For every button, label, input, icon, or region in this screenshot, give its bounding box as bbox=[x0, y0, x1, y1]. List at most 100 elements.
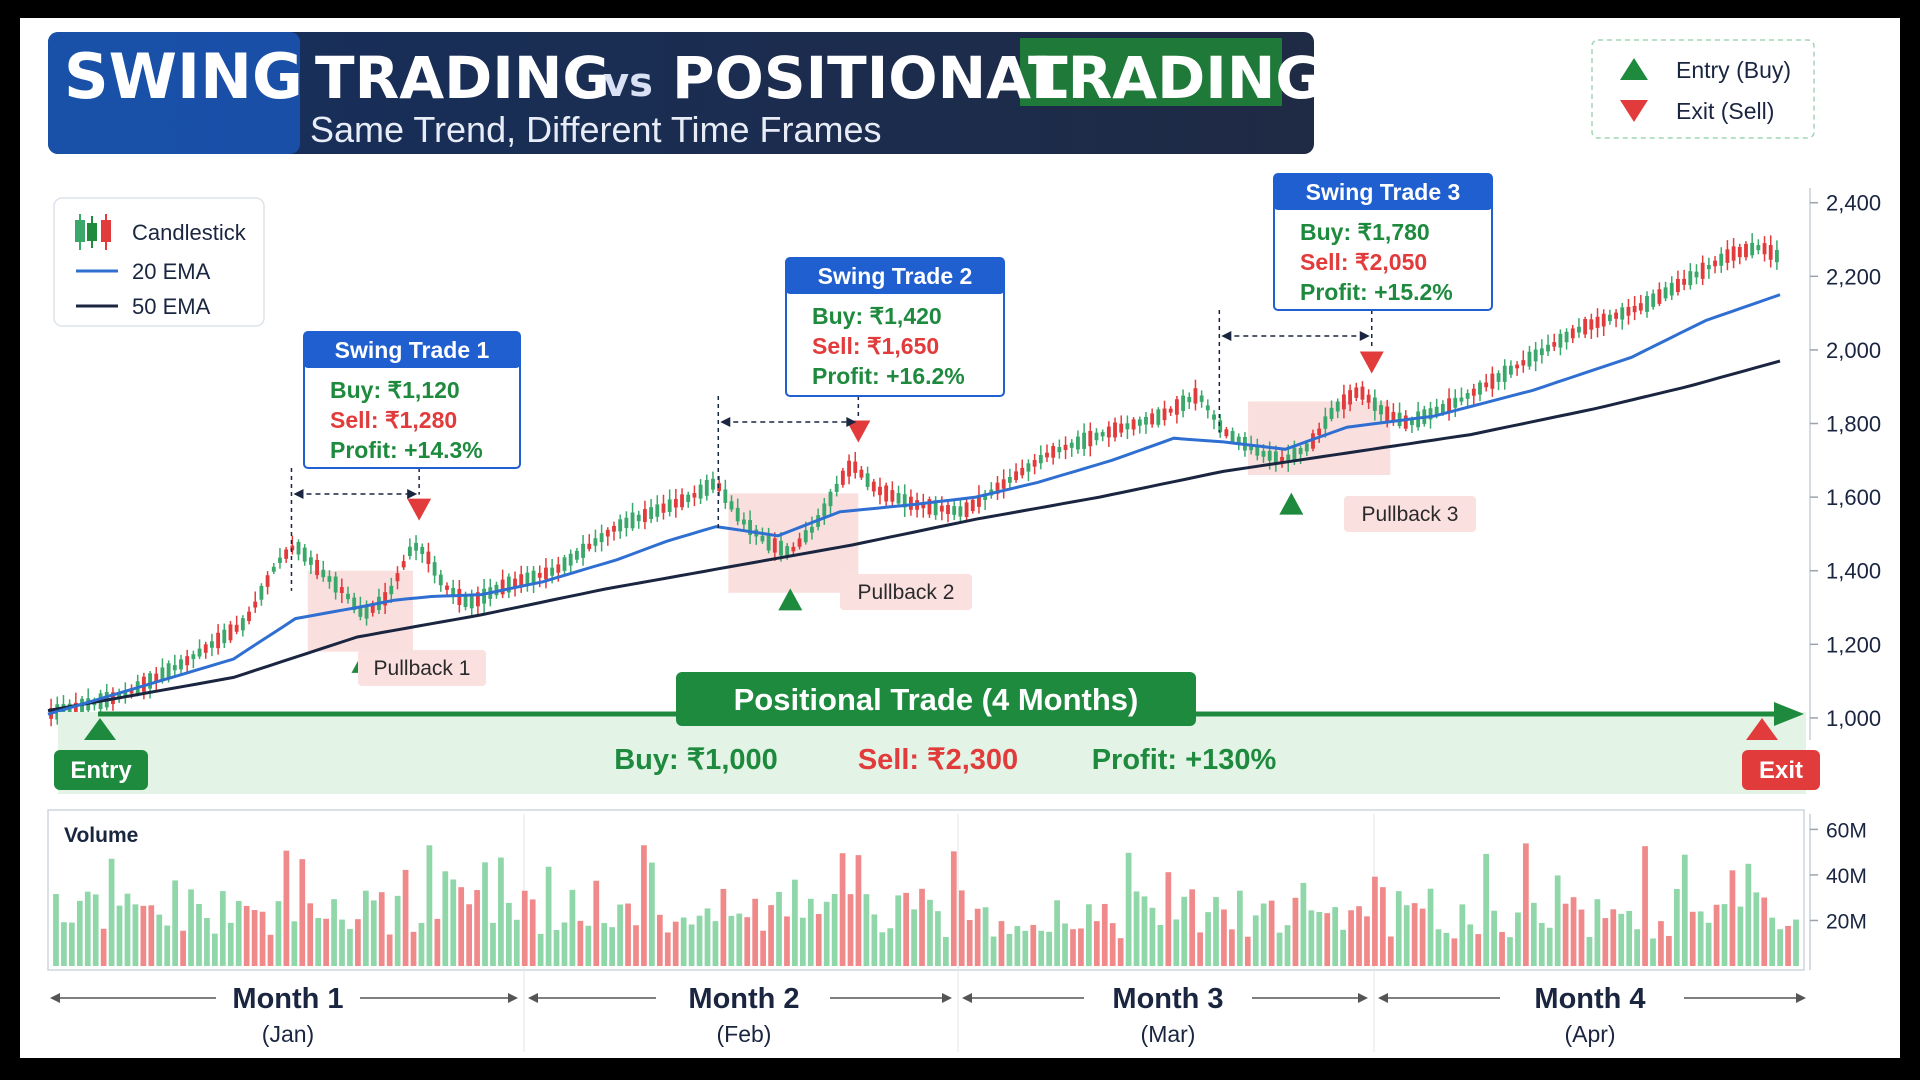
candle bbox=[908, 489, 913, 516]
volume-bar bbox=[1086, 904, 1092, 966]
volume-bar bbox=[1213, 897, 1219, 966]
candle bbox=[853, 451, 858, 479]
volume-bar bbox=[855, 855, 862, 966]
candle bbox=[210, 633, 214, 657]
bracket-arrow-left bbox=[293, 489, 304, 499]
volume-bar bbox=[1197, 932, 1203, 966]
title-positional: POSITIONAL bbox=[672, 44, 1068, 112]
volume-bar bbox=[958, 890, 965, 966]
volume-bar bbox=[1062, 923, 1068, 966]
volume-bar bbox=[1236, 890, 1243, 966]
volume-bar bbox=[1594, 899, 1601, 966]
ema50-line bbox=[47, 359, 1781, 713]
volume-bar bbox=[1427, 888, 1434, 966]
volume-bar bbox=[537, 933, 544, 966]
volume-bar bbox=[132, 904, 139, 966]
title-banner: SWING TRADING vs POSITIONAL TRADING Same… bbox=[48, 32, 1323, 154]
chart-frame: SWING TRADING vs POSITIONAL TRADING Same… bbox=[20, 18, 1900, 1058]
volume-bar bbox=[1666, 935, 1672, 966]
volume-bar bbox=[299, 859, 306, 966]
candle bbox=[1317, 422, 1322, 443]
ema20-line bbox=[47, 293, 1781, 716]
volume-bars bbox=[53, 843, 1799, 966]
volume-bar bbox=[831, 893, 838, 966]
candle bbox=[1564, 328, 1569, 350]
candle bbox=[383, 582, 388, 615]
candle bbox=[958, 500, 963, 522]
volume-bar bbox=[1769, 917, 1776, 966]
month-2-sub: (Feb) bbox=[717, 1021, 772, 1047]
candle bbox=[1032, 453, 1037, 475]
candle bbox=[692, 485, 697, 507]
candle bbox=[1774, 240, 1779, 270]
volume-bar bbox=[625, 903, 631, 966]
candle bbox=[970, 496, 975, 514]
volume-bar bbox=[1475, 934, 1482, 966]
candle bbox=[451, 579, 456, 604]
candle bbox=[1570, 324, 1575, 344]
volume-bar bbox=[1284, 925, 1291, 966]
volume-bar bbox=[1332, 907, 1339, 966]
volume-bar bbox=[458, 887, 465, 966]
candle bbox=[420, 543, 425, 563]
candle bbox=[760, 527, 765, 544]
volume-bar bbox=[1117, 938, 1124, 966]
volume-bar bbox=[569, 889, 576, 966]
volume-bar bbox=[1562, 903, 1569, 966]
volume-bar bbox=[1443, 932, 1450, 966]
volume-bar bbox=[482, 862, 488, 966]
swing-trade-3-title: Swing Trade 3 bbox=[1306, 179, 1461, 205]
volume-bar bbox=[998, 921, 1005, 966]
volume-bar bbox=[474, 890, 480, 966]
bracket-arrow-right bbox=[1359, 331, 1370, 341]
swing-entry-marker bbox=[778, 588, 803, 611]
volume-bar bbox=[847, 894, 854, 966]
candle bbox=[902, 484, 907, 518]
month-3-name: Month 3 bbox=[1112, 983, 1223, 1015]
candle bbox=[673, 488, 678, 518]
candle bbox=[1156, 407, 1161, 428]
volume-bar bbox=[506, 902, 512, 966]
exit-legend-label: Exit (Sell) bbox=[1676, 98, 1774, 124]
volume-bar bbox=[1157, 925, 1164, 966]
volume-bar bbox=[1745, 863, 1752, 966]
volume-bar bbox=[180, 930, 186, 966]
candle bbox=[1663, 281, 1668, 302]
pullback-2-text: Pullback 2 bbox=[858, 581, 955, 604]
candle bbox=[290, 535, 295, 555]
volume-bar bbox=[1689, 911, 1696, 966]
candle bbox=[259, 583, 264, 606]
volume-bar bbox=[339, 919, 345, 966]
volume-bar bbox=[887, 928, 894, 966]
volume-bar bbox=[744, 917, 751, 966]
volume-bar bbox=[561, 922, 568, 966]
volume-bar bbox=[76, 900, 83, 966]
volume-bar bbox=[609, 927, 616, 966]
volume-bar bbox=[1022, 930, 1029, 966]
volume-bar bbox=[1610, 909, 1617, 966]
volume-bar bbox=[1093, 921, 1100, 966]
candle bbox=[197, 639, 202, 660]
candle bbox=[407, 538, 412, 560]
volume-bar bbox=[879, 932, 886, 966]
candle bbox=[618, 514, 623, 539]
bracket-arrow-right bbox=[846, 417, 857, 427]
candle bbox=[1224, 426, 1229, 439]
volume-bar bbox=[1578, 909, 1585, 966]
volume-bar bbox=[1348, 910, 1354, 966]
candle bbox=[1335, 398, 1340, 419]
title-trading-1: TRADING bbox=[315, 44, 610, 112]
candle bbox=[1026, 459, 1031, 482]
volume-bar bbox=[378, 892, 385, 966]
candle bbox=[735, 498, 740, 526]
volume-bar bbox=[1300, 882, 1307, 966]
volume-bar bbox=[1546, 927, 1553, 966]
candle bbox=[871, 479, 876, 497]
candle bbox=[1360, 381, 1365, 406]
volume-bar bbox=[84, 891, 91, 966]
candle bbox=[605, 527, 610, 546]
swing-trade-2-title: Swing Trade 2 bbox=[818, 263, 973, 289]
candle bbox=[1595, 308, 1600, 338]
candle bbox=[995, 476, 1000, 500]
candle bbox=[1614, 309, 1618, 328]
